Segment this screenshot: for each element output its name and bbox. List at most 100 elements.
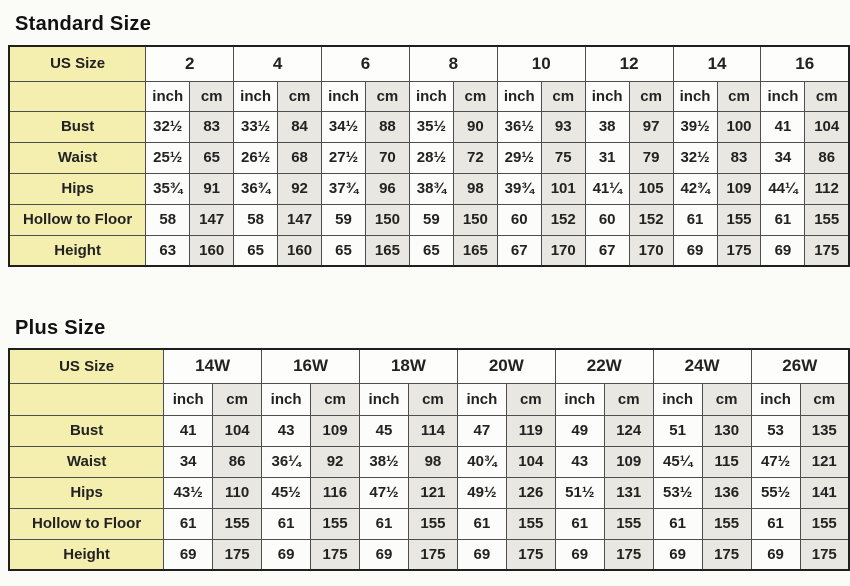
measurement-row: Bust 41 104 43 109 45 114 47 119 49 124 51 130 53 135 xyxy=(8,414,850,447)
value-cm-cell: 175 xyxy=(804,234,850,267)
value-cm-cell: 155 xyxy=(603,507,654,540)
value-cm-cell: 105 xyxy=(628,172,674,205)
value-inch-cell: 69 xyxy=(261,538,312,571)
value-inch-cell: 69 xyxy=(672,234,718,267)
value-cm-cell: 109 xyxy=(716,172,762,205)
size-header-cell: 24W xyxy=(652,348,752,384)
value-inch-cell: 47½ xyxy=(750,445,801,478)
value-cm-cell: 124 xyxy=(603,414,654,447)
unit-cm-cell: cm xyxy=(701,382,752,416)
unit-cm-cell: cm xyxy=(540,80,586,112)
value-cm-cell: 104 xyxy=(212,414,263,447)
value-inch-cell: 34½ xyxy=(321,110,366,143)
unit-cm-cell: cm xyxy=(603,382,654,416)
value-cm-cell: 175 xyxy=(310,538,360,571)
unit-cm-cell: cm xyxy=(407,382,458,416)
value-cm-cell: 90 xyxy=(452,110,498,143)
value-inch-cell: 61 xyxy=(359,507,409,540)
value-cm-cell: 175 xyxy=(701,538,752,571)
value-cm-cell: 93 xyxy=(540,110,586,143)
standard-size-title: Standard Size xyxy=(15,13,152,35)
row-label-cell: Hips xyxy=(8,476,165,509)
value-inch-cell: 42¾ xyxy=(672,172,718,205)
value-cm-cell: 109 xyxy=(310,414,360,447)
value-inch-cell: 61 xyxy=(163,507,214,540)
value-cm-cell: 104 xyxy=(505,445,556,478)
corner-label-cell: US Size xyxy=(8,348,165,384)
value-inch-cell: 63 xyxy=(145,234,191,267)
value-inch-cell: 61 xyxy=(672,203,718,236)
value-inch-cell: 69 xyxy=(359,538,409,571)
value-cm-cell: 155 xyxy=(505,507,556,540)
size-header-cell: 22W xyxy=(554,348,654,384)
value-cm-cell: 121 xyxy=(407,476,458,509)
unit-inch-cell: inch xyxy=(359,382,409,416)
unit-inch-cell: inch xyxy=(321,80,366,112)
value-cm-cell: 155 xyxy=(212,507,263,540)
value-cm-cell: 175 xyxy=(716,234,762,267)
value-inch-cell: 49½ xyxy=(456,476,507,509)
value-inch-cell: 38 xyxy=(584,110,630,143)
value-cm-cell: 175 xyxy=(603,538,654,571)
value-cm-cell: 170 xyxy=(540,234,586,267)
value-cm-cell: 83 xyxy=(189,110,235,143)
value-inch-cell: 45½ xyxy=(261,476,312,509)
measurement-row: Hollow to Floor 61 155 61 155 61 155 61 155 61 155… xyxy=(8,507,850,540)
value-cm-cell: 155 xyxy=(804,203,850,236)
value-cm-cell: 97 xyxy=(628,110,674,143)
value-cm-cell: 119 xyxy=(505,414,556,447)
corner-empty-cell xyxy=(8,80,147,112)
value-inch-cell: 38¾ xyxy=(408,172,454,205)
size-header-cell: 14 xyxy=(672,45,762,82)
size-header-cell: 18W xyxy=(359,348,458,384)
unit-inch-cell: inch xyxy=(584,80,630,112)
value-inch-cell: 34 xyxy=(760,141,806,174)
value-cm-cell: 100 xyxy=(716,110,762,143)
value-cm-cell: 72 xyxy=(452,141,498,174)
value-inch-cell: 65 xyxy=(408,234,454,267)
value-inch-cell: 36¼ xyxy=(261,445,312,478)
unit-header-row: inch cm inch cm inch cm inch cm inch cm inch cm inch… xyxy=(8,80,850,112)
size-header-cell: 6 xyxy=(321,45,410,82)
value-cm-cell: 155 xyxy=(407,507,458,540)
value-inch-cell: 67 xyxy=(496,234,542,267)
value-inch-cell: 61 xyxy=(261,507,312,540)
measurement-row: Height 69 175 69 175 69 175 69 175 69 175 69 175 69 17… xyxy=(8,538,850,571)
value-inch-cell: 36¾ xyxy=(233,172,279,205)
row-label-cell: Waist xyxy=(8,445,165,478)
value-cm-cell: 150 xyxy=(452,203,498,236)
row-label-cell: Height xyxy=(8,538,165,571)
unit-cm-cell: cm xyxy=(505,382,556,416)
value-inch-cell: 55½ xyxy=(750,476,801,509)
value-inch-cell: 69 xyxy=(163,538,214,571)
value-cm-cell: 175 xyxy=(212,538,263,571)
plus-size-title: Plus Size xyxy=(15,317,106,339)
value-inch-cell: 29½ xyxy=(496,141,542,174)
value-cm-cell: 101 xyxy=(540,172,586,205)
value-cm-cell: 121 xyxy=(799,445,850,478)
value-cm-cell: 131 xyxy=(603,476,654,509)
value-cm-cell: 130 xyxy=(701,414,752,447)
size-header-cell: 12 xyxy=(584,45,674,82)
value-inch-cell: 69 xyxy=(554,538,605,571)
value-cm-cell: 165 xyxy=(364,234,410,267)
value-inch-cell: 31 xyxy=(584,141,630,174)
unit-cm-cell: cm xyxy=(628,80,674,112)
row-label-cell: Hollow to Floor xyxy=(8,507,165,540)
value-cm-cell: 92 xyxy=(277,172,323,205)
row-label-cell: Hollow to Floor xyxy=(8,203,147,236)
unit-inch-cell: inch xyxy=(496,80,542,112)
unit-cm-cell: cm xyxy=(277,80,323,112)
value-cm-cell: 135 xyxy=(799,414,850,447)
value-inch-cell: 58 xyxy=(145,203,191,236)
size-header-cell: 4 xyxy=(233,45,323,82)
value-cm-cell: 152 xyxy=(540,203,586,236)
value-cm-cell: 126 xyxy=(505,476,556,509)
value-inch-cell: 28½ xyxy=(408,141,454,174)
value-inch-cell: 45 xyxy=(359,414,409,447)
value-cm-cell: 75 xyxy=(540,141,586,174)
unit-inch-cell: inch xyxy=(672,80,718,112)
unit-inch-cell: inch xyxy=(750,382,801,416)
value-inch-cell: 61 xyxy=(652,507,703,540)
value-cm-cell: 109 xyxy=(603,445,654,478)
